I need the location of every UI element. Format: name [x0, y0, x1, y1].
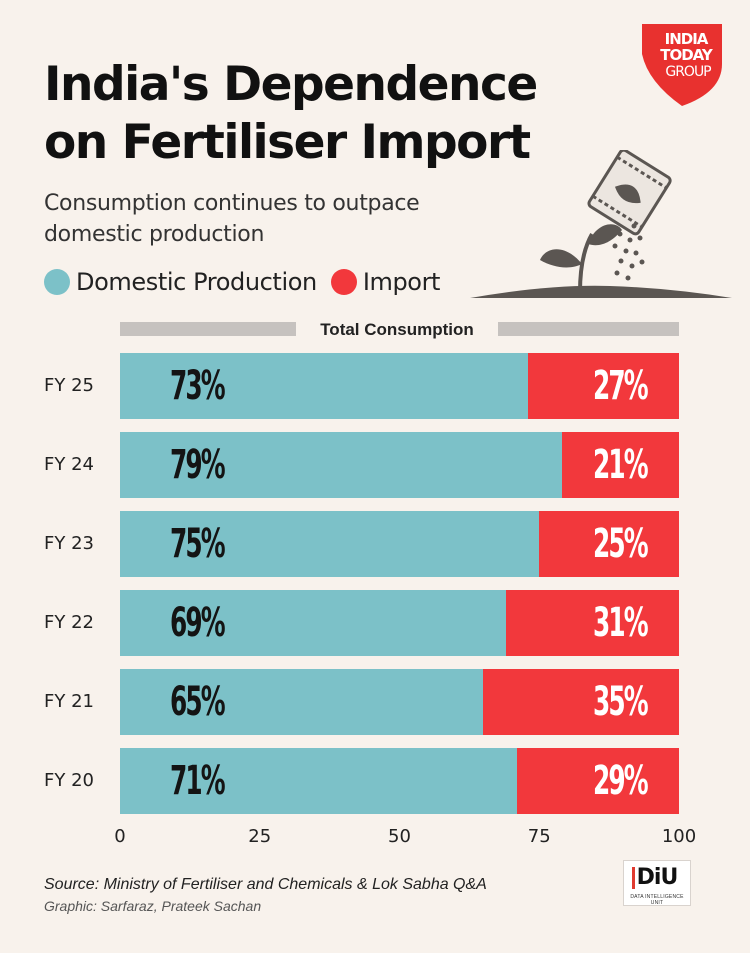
category-label: FY 21 — [44, 691, 94, 712]
category-label: FY 22 — [44, 612, 94, 633]
bar-domestic — [120, 748, 517, 814]
bar-domestic — [120, 590, 506, 656]
legend-label-domestic: Domestic Production — [76, 268, 317, 296]
ground-mound — [470, 285, 732, 298]
category-label: FY 24 — [44, 454, 94, 475]
data-label-import: 21% — [593, 442, 649, 488]
bar-import — [505, 590, 679, 656]
data-label-import: 29% — [593, 758, 649, 804]
category-label: FY 20 — [44, 770, 94, 791]
x-tick-label: 100 — [661, 826, 697, 847]
data-label-domestic: 79% — [170, 442, 226, 488]
logo-line-1: INDIA — [665, 30, 709, 48]
total-consumption-label: Total Consumption — [296, 318, 498, 342]
data-label-import: 31% — [593, 600, 649, 646]
x-tick-label: 0 — [114, 826, 126, 847]
data-label-domestic: 73% — [170, 363, 226, 409]
graphic-credit: Graphic: Sarfaraz, Prateek Sachan — [44, 898, 262, 914]
bar-import — [561, 432, 679, 498]
legend-label-import: Import — [362, 268, 441, 296]
bar-import — [483, 669, 679, 735]
bar-row: FY 25 73% 27% — [0, 353, 750, 419]
logo-line-2: TODAY — [660, 46, 714, 64]
bar-import — [528, 353, 679, 419]
data-label-import: 27% — [593, 363, 649, 409]
chart-legend: Domestic Production Import — [44, 266, 454, 298]
bar-import — [539, 511, 679, 577]
legend-swatch-domestic — [44, 269, 70, 295]
bar-row: FY 23 75% 25% — [0, 511, 750, 577]
legend-item-domestic: Domestic Production — [44, 268, 317, 296]
source-note: Source: Ministry of Fertiliser and Chemi… — [44, 876, 487, 893]
x-tick-label: 50 — [388, 826, 411, 847]
india-today-group-logo: INDIA TODAY GROUP — [642, 24, 722, 106]
fertiliser-seedling-illustration — [470, 150, 732, 298]
data-label-domestic: 75% — [170, 521, 226, 567]
bar-domestic — [120, 511, 540, 577]
bar-import — [516, 748, 679, 814]
seedling-icon — [540, 224, 622, 293]
data-label-import: 25% — [593, 521, 649, 567]
category-label: FY 25 — [44, 375, 94, 396]
legend-swatch-import — [330, 269, 357, 295]
x-tick-label: 75 — [527, 826, 551, 847]
diu-mark-icon — [632, 867, 635, 889]
fertiliser-bag-icon — [587, 150, 672, 236]
chart-title-line1: India's Dependence — [44, 57, 538, 112]
chart-title: India's Dependence on Fertiliser Import — [44, 56, 538, 172]
bar-row: FY 20 71% 29% — [0, 748, 750, 814]
diu-badge-subtitle: DATA INTELLIGENCE UNIT — [630, 894, 684, 906]
data-label-domestic: 69% — [170, 600, 226, 646]
category-label: FY 23 — [44, 533, 94, 554]
bar-domestic — [120, 432, 562, 498]
bar-domestic — [120, 669, 484, 735]
legend-item-import: Import — [330, 268, 441, 296]
bar-row: FY 22 69% 31% — [0, 590, 750, 656]
data-label-import: 35% — [593, 679, 649, 725]
bar-domestic — [120, 353, 529, 419]
bar-row: FY 24 79% 21% — [0, 432, 750, 498]
chart-subtitle: Consumption continues to outpace domesti… — [44, 191, 420, 247]
diu-badge-text: DiU — [636, 865, 679, 890]
logo-line-3: GROUP — [665, 64, 711, 80]
bar-row: FY 21 65% 35% — [0, 669, 750, 735]
data-label-domestic: 71% — [170, 758, 226, 804]
chart-title-line2: on Fertiliser Import — [44, 115, 531, 170]
diu-badge: DiU DATA INTELLIGENCE UNIT — [623, 860, 691, 906]
x-tick-label: 25 — [248, 826, 272, 847]
data-label-domestic: 65% — [170, 679, 226, 725]
